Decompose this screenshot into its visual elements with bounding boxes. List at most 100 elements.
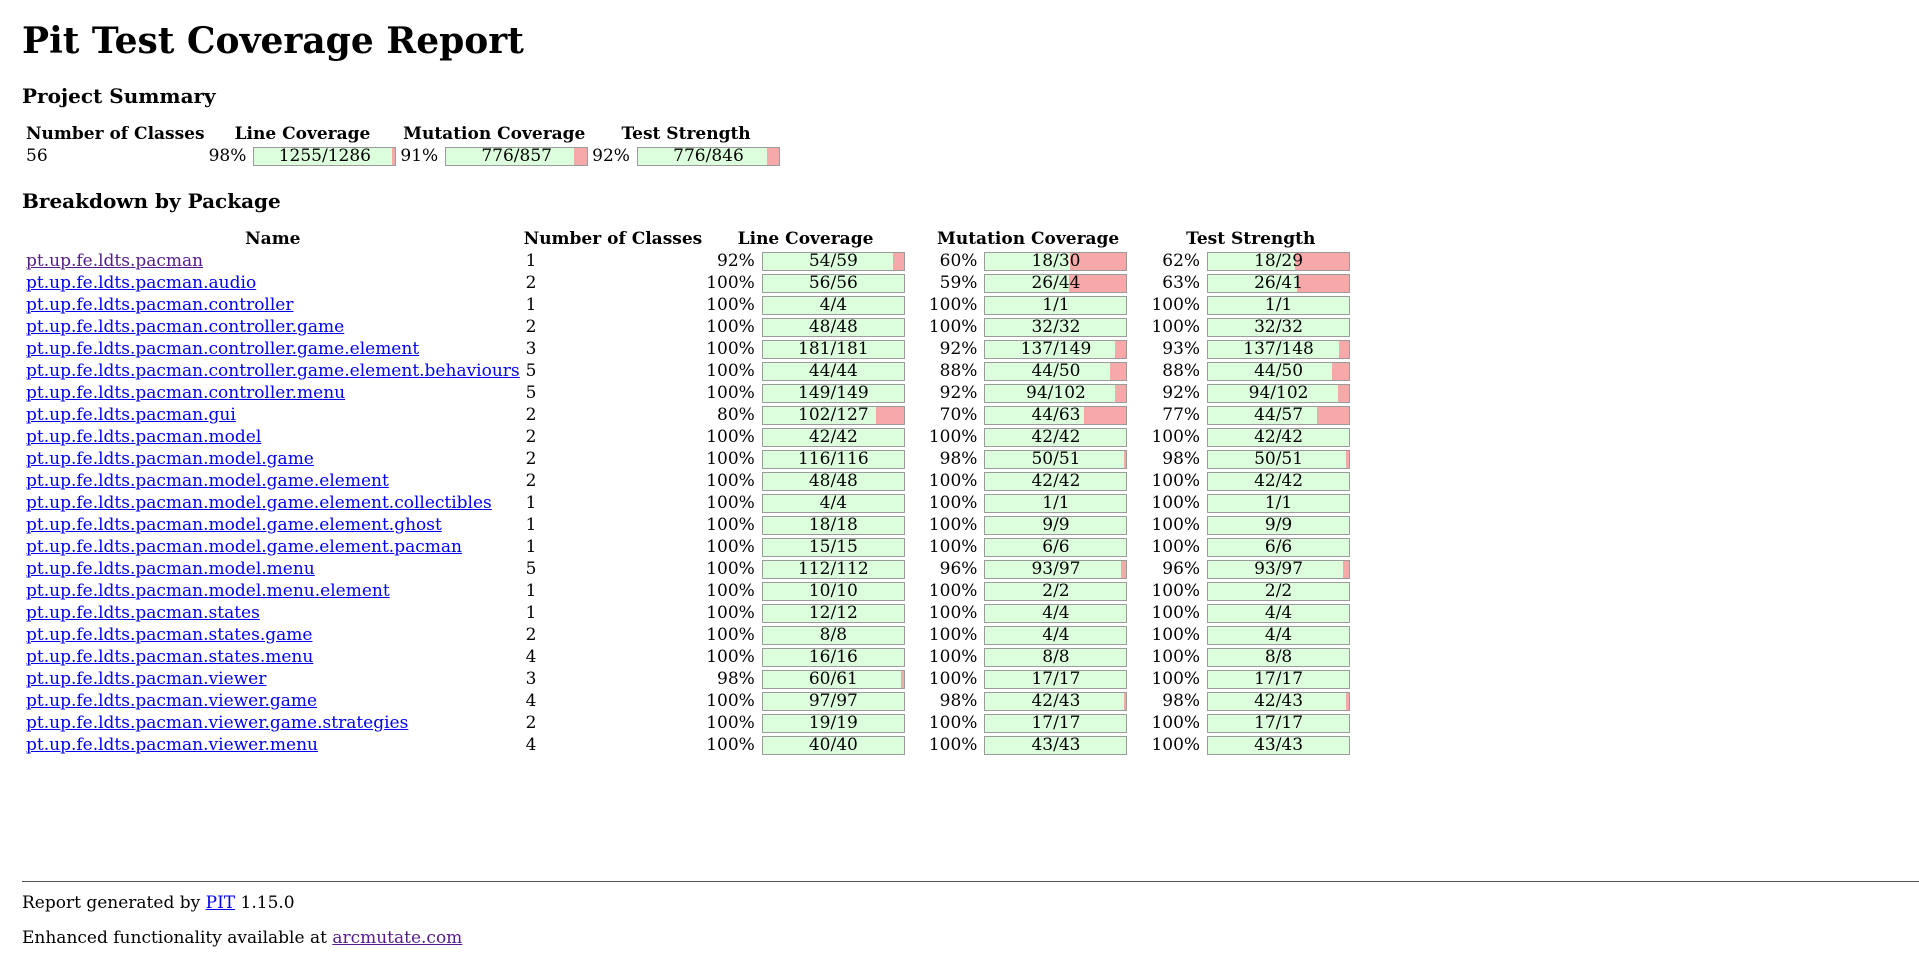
test-strength-bar: 50/51 bbox=[1207, 450, 1351, 469]
package-link[interactable]: pt.up.fe.ldts.pacman.model bbox=[26, 427, 262, 447]
column-spacer bbox=[1130, 384, 1148, 403]
test-strength-cell: 32/32 bbox=[1206, 318, 1351, 337]
test-strength-bar: 1/1 bbox=[1207, 494, 1351, 513]
test-strength-label: 18/29 bbox=[1254, 252, 1304, 271]
strength-missed-fill bbox=[1295, 253, 1350, 270]
package-link[interactable]: pt.up.fe.ldts.pacman.model.game bbox=[26, 449, 314, 469]
column-spacer bbox=[908, 648, 926, 667]
mutation-coverage-label: 4/4 bbox=[1042, 626, 1070, 645]
package-link[interactable]: pt.up.fe.ldts.pacman.viewer bbox=[26, 669, 267, 689]
table-row: pt.up.fe.ldts.pacman.model.menu.element … bbox=[25, 582, 1351, 601]
package-link[interactable]: pt.up.fe.ldts.pacman.viewer.game.strateg… bbox=[26, 713, 409, 733]
package-link[interactable]: pt.up.fe.ldts.pacman.model.game.element.… bbox=[26, 493, 492, 513]
mutation-missed-fill bbox=[1115, 341, 1127, 358]
line-coverage-cell: 181/181 bbox=[761, 340, 906, 359]
test-strength-cell: 8/8 bbox=[1206, 648, 1351, 667]
test-strength-label: 26/41 bbox=[1254, 274, 1304, 293]
package-link[interactable]: pt.up.fe.ldts.pacman.viewer.game bbox=[26, 691, 318, 711]
package-classes-count: 4 bbox=[525, 735, 537, 755]
column-spacer bbox=[908, 362, 926, 381]
package-name-cell: pt.up.fe.ldts.pacman.states.game bbox=[25, 626, 521, 645]
package-link[interactable]: pt.up.fe.ldts.pacman.model.menu bbox=[26, 559, 315, 579]
table-row: pt.up.fe.ldts.pacman.model.menu 5 100% 1… bbox=[25, 560, 1351, 579]
test-strength-cell: 93/97 bbox=[1206, 560, 1351, 579]
mutation-coverage-pct: 98% bbox=[939, 449, 978, 469]
mutation-coverage-cell: 17/17 bbox=[983, 670, 1128, 689]
column-spacer bbox=[908, 252, 926, 271]
table-row: pt.up.fe.ldts.pacman.states.menu 4 100% … bbox=[25, 648, 1351, 667]
line-coverage-pct: 100% bbox=[706, 361, 755, 381]
mutation-coverage-pct: 60% bbox=[939, 251, 978, 271]
package-link[interactable]: pt.up.fe.ldts.pacman bbox=[26, 251, 204, 271]
package-link[interactable]: pt.up.fe.ldts.pacman.states.menu bbox=[26, 647, 314, 667]
package-link[interactable]: pt.up.fe.ldts.pacman.states bbox=[26, 603, 260, 623]
package-link[interactable]: pt.up.fe.ldts.pacman.states.game bbox=[26, 625, 313, 645]
mutation-coverage-label: 1/1 bbox=[1042, 296, 1070, 315]
mutation-missed-fill bbox=[1120, 561, 1127, 578]
column-spacer bbox=[1130, 736, 1148, 755]
mutation-coverage-pct: 100% bbox=[928, 493, 978, 513]
report-page: Pit Test Coverage Report Project Summary… bbox=[22, 20, 1351, 755]
arcmutate-link[interactable]: arcmutate.com bbox=[332, 928, 463, 948]
package-classes-count: 1 bbox=[525, 537, 537, 557]
summary-strength-cell: 776/846 bbox=[636, 147, 781, 166]
line-coverage-pct: 100% bbox=[706, 471, 755, 491]
package-link[interactable]: pt.up.fe.ldts.pacman.controller bbox=[26, 295, 294, 315]
package-name-cell: pt.up.fe.ldts.pacman.gui bbox=[25, 406, 521, 425]
column-spacer bbox=[908, 582, 926, 601]
summary-line-bar: 1255/1286 bbox=[253, 147, 397, 166]
pit-link[interactable]: PIT bbox=[205, 893, 236, 913]
header-test-strength: Test Strength bbox=[621, 124, 751, 144]
package-link[interactable]: pt.up.fe.ldts.pacman.controller.game.ele… bbox=[26, 361, 520, 381]
mutation-coverage-cell: 32/32 bbox=[983, 318, 1128, 337]
package-link[interactable]: pt.up.fe.ldts.pacman.controller.game.ele… bbox=[26, 339, 420, 359]
package-classes-count: 1 bbox=[525, 581, 537, 601]
package-link[interactable]: pt.up.fe.ldts.pacman.model.game.element.… bbox=[26, 515, 442, 535]
package-link[interactable]: pt.up.fe.ldts.pacman.audio bbox=[26, 273, 257, 293]
line-coverage-pct: 80% bbox=[717, 405, 755, 425]
line-coverage-label: 42/42 bbox=[808, 428, 858, 447]
package-link[interactable]: pt.up.fe.ldts.pacman.controller.menu bbox=[26, 383, 346, 403]
test-strength-cell: 1/1 bbox=[1206, 494, 1351, 513]
mutation-coverage-cell: 137/149 bbox=[983, 340, 1128, 359]
test-strength-cell: 1/1 bbox=[1206, 296, 1351, 315]
mutation-coverage-cell: 44/63 bbox=[983, 406, 1128, 425]
mutation-coverage-cell: 2/2 bbox=[983, 582, 1128, 601]
line-coverage-label: 56/56 bbox=[808, 274, 858, 293]
package-name-cell: pt.up.fe.ldts.pacman.viewer.game bbox=[25, 692, 521, 711]
mutation-coverage-label: 2/2 bbox=[1042, 582, 1070, 601]
column-spacer bbox=[908, 406, 926, 425]
header-line-coverage: Line Coverage bbox=[234, 124, 371, 144]
test-strength-cell: 50/51 bbox=[1206, 450, 1351, 469]
package-link[interactable]: pt.up.fe.ldts.pacman.model.game.element bbox=[26, 471, 389, 491]
test-strength-cell: 42/43 bbox=[1206, 692, 1351, 711]
line-coverage-pct: 98% bbox=[717, 669, 755, 689]
line-coverage-bar: 112/112 bbox=[761, 560, 905, 579]
test-strength-bar: 17/17 bbox=[1207, 670, 1351, 689]
summary-strength-bar: 776/846 bbox=[636, 147, 780, 166]
package-link[interactable]: pt.up.fe.ldts.pacman.model.game.element.… bbox=[26, 537, 462, 557]
line-coverage-cell: 56/56 bbox=[761, 274, 906, 293]
column-spacer bbox=[908, 494, 926, 513]
package-classes-count: 1 bbox=[525, 515, 537, 535]
package-name-cell: pt.up.fe.ldts.pacman.model.game bbox=[25, 450, 521, 469]
table-row: pt.up.fe.ldts.pacman.gui 2 80% 102/127 7… bbox=[25, 406, 1351, 425]
line-coverage-label: 48/48 bbox=[808, 318, 858, 337]
summary-line-missed-fill bbox=[392, 148, 396, 165]
test-strength-label: 9/9 bbox=[1264, 516, 1293, 535]
line-missed-fill bbox=[901, 671, 904, 688]
column-spacer bbox=[1130, 560, 1148, 579]
test-strength-cell: 17/17 bbox=[1206, 670, 1351, 689]
package-link[interactable]: pt.up.fe.ldts.pacman.model.menu.element bbox=[26, 581, 390, 601]
test-strength-bar: 43/43 bbox=[1207, 736, 1351, 755]
test-strength-pct: 100% bbox=[1151, 647, 1201, 667]
mutation-coverage-cell: 93/97 bbox=[983, 560, 1128, 579]
package-link[interactable]: pt.up.fe.ldts.pacman.viewer.menu bbox=[26, 735, 318, 755]
line-coverage-label: 181/181 bbox=[798, 340, 869, 359]
package-link[interactable]: pt.up.fe.ldts.pacman.gui bbox=[26, 405, 236, 425]
package-link[interactable]: pt.up.fe.ldts.pacman.controller.game bbox=[26, 317, 345, 337]
line-coverage-bar: 60/61 bbox=[761, 670, 905, 689]
strength-missed-fill bbox=[1343, 561, 1350, 578]
column-spacer bbox=[908, 340, 926, 359]
footer: Report generated by PIT 1.15.0 Enhanced … bbox=[22, 893, 462, 963]
